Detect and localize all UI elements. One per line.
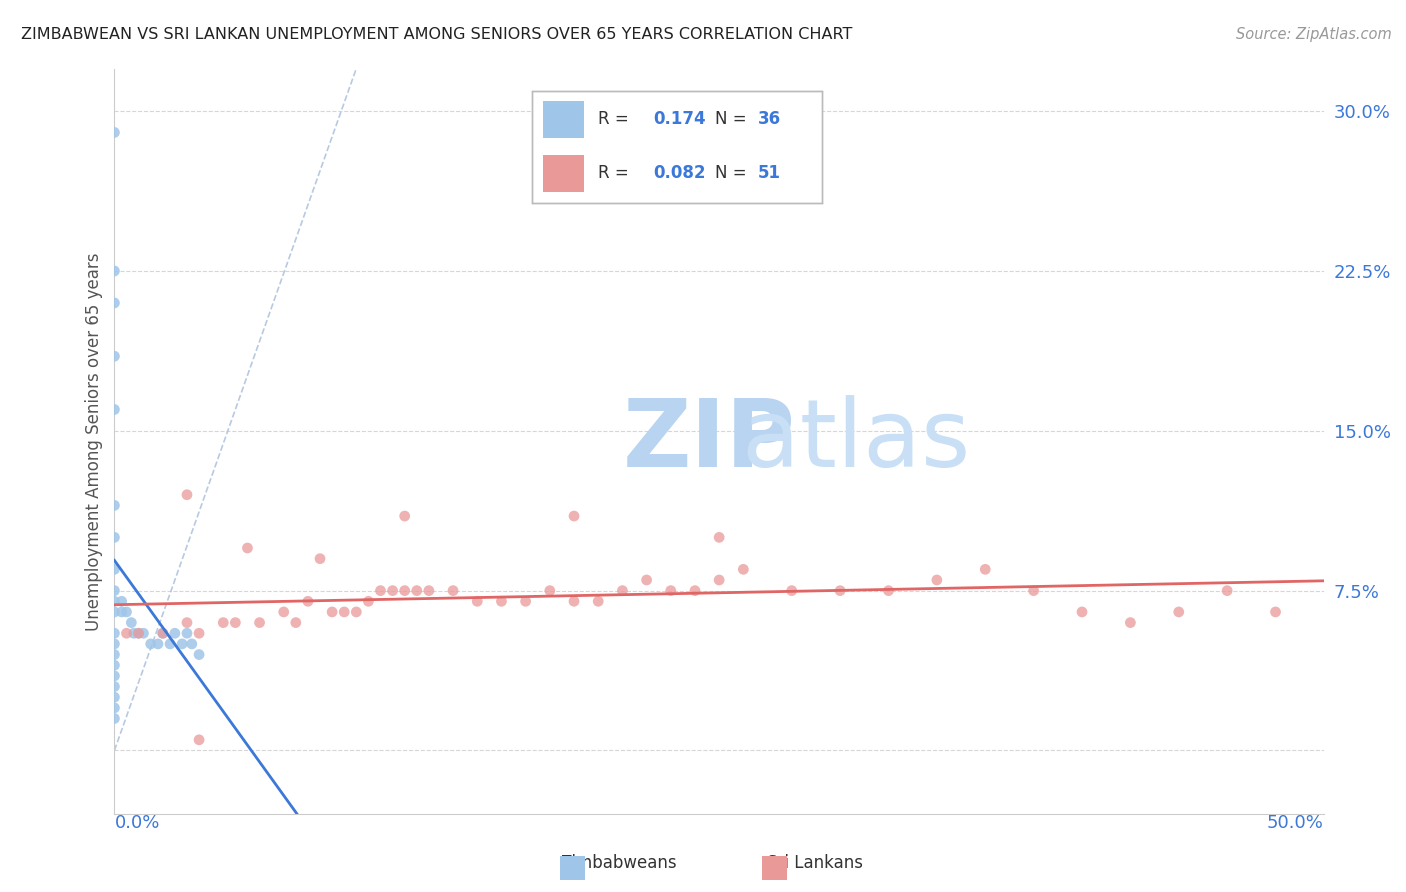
Point (297, 594, 319, 608)
Point (103, 637, 125, 651)
Point (103, 690, 125, 705)
Point (103, 402, 125, 417)
Y-axis label: Unemployment Among Seniors over 65 years: Unemployment Among Seniors over 65 years (86, 252, 103, 631)
Point (877, 583, 900, 598)
Point (224, 615, 246, 630)
Point (394, 509, 416, 524)
Point (1216, 583, 1239, 598)
Point (111, 605, 134, 619)
Text: 50.0%: 50.0% (1267, 814, 1324, 832)
Point (103, 349, 125, 363)
Point (370, 583, 392, 598)
Text: Sri Lankans: Sri Lankans (768, 855, 863, 872)
Point (284, 615, 307, 630)
Point (120, 615, 142, 630)
Point (381, 583, 404, 598)
Point (103, 680, 125, 694)
Point (103, 669, 125, 683)
Text: Source: ZipAtlas.com: Source: ZipAtlas.com (1236, 27, 1392, 42)
Point (586, 594, 609, 608)
Text: Zimbabweans: Zimbabweans (561, 855, 676, 872)
Point (152, 626, 174, 640)
Point (321, 605, 343, 619)
Point (562, 509, 585, 524)
Text: 0.0%: 0.0% (114, 814, 160, 832)
Point (1071, 605, 1094, 619)
Point (146, 637, 169, 651)
Point (612, 583, 634, 598)
Point (405, 583, 427, 598)
Point (103, 264, 125, 278)
Point (159, 637, 181, 651)
Point (418, 583, 440, 598)
Point (659, 583, 682, 598)
Point (394, 583, 416, 598)
Point (188, 648, 211, 662)
Point (163, 626, 186, 640)
Point (236, 541, 259, 555)
Point (103, 296, 125, 310)
Point (132, 626, 155, 640)
Point (172, 637, 194, 651)
Text: ZIP: ZIP (623, 395, 796, 487)
Point (188, 732, 211, 747)
Point (176, 626, 198, 640)
Point (111, 594, 134, 608)
Point (491, 594, 513, 608)
Point (180, 637, 202, 651)
Point (122, 626, 145, 640)
Point (176, 488, 198, 502)
Point (103, 605, 125, 619)
Point (344, 605, 367, 619)
Point (103, 701, 125, 715)
Point (974, 562, 997, 576)
Point (188, 626, 211, 640)
Point (1264, 605, 1286, 619)
Point (176, 615, 198, 630)
Point (562, 594, 585, 608)
Point (707, 530, 730, 544)
Point (249, 615, 271, 630)
Point (636, 573, 658, 587)
Point (103, 499, 125, 513)
Point (925, 573, 948, 587)
Text: atlas: atlas (623, 395, 970, 487)
Point (115, 605, 138, 619)
Point (333, 605, 356, 619)
Point (465, 594, 488, 608)
Point (357, 594, 380, 608)
Point (103, 530, 125, 544)
Point (128, 626, 150, 640)
Point (273, 605, 295, 619)
Point (103, 648, 125, 662)
Point (103, 626, 125, 640)
Point (780, 583, 803, 598)
Point (1119, 615, 1142, 630)
Point (103, 594, 125, 608)
Point (733, 562, 755, 576)
Point (103, 125, 125, 139)
Point (103, 711, 125, 725)
Point (152, 626, 174, 640)
Point (103, 658, 125, 673)
Point (683, 583, 706, 598)
Point (103, 562, 125, 576)
Point (103, 583, 125, 598)
Point (515, 594, 537, 608)
Point (139, 637, 162, 651)
Point (1022, 583, 1045, 598)
Point (1167, 605, 1189, 619)
Point (128, 626, 150, 640)
Point (441, 583, 464, 598)
Point (830, 583, 852, 598)
Point (538, 583, 561, 598)
Point (309, 551, 332, 566)
Point (115, 626, 138, 640)
Point (707, 573, 730, 587)
Point (212, 615, 235, 630)
Text: ZIMBABWEAN VS SRI LANKAN UNEMPLOYMENT AMONG SENIORS OVER 65 YEARS CORRELATION CH: ZIMBABWEAN VS SRI LANKAN UNEMPLOYMENT AM… (21, 27, 852, 42)
